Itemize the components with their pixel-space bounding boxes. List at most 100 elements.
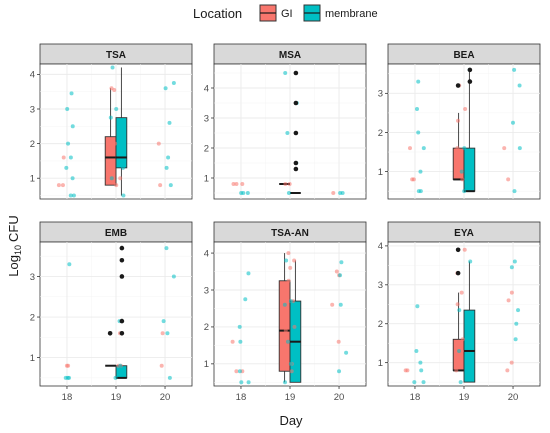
data-point-gi bbox=[61, 155, 66, 160]
data-point-gi bbox=[286, 251, 291, 256]
data-point-gi bbox=[455, 146, 460, 151]
outlier-point bbox=[119, 318, 125, 324]
legend-entry-gi: GI bbox=[259, 4, 293, 22]
data-point-gi bbox=[158, 183, 163, 188]
data-point-gi bbox=[509, 290, 514, 295]
data-point-membrane bbox=[415, 107, 420, 111]
outlier-point bbox=[119, 257, 125, 263]
data-point-gi bbox=[330, 302, 335, 307]
data-point-membrane bbox=[339, 260, 344, 265]
box-iqr bbox=[463, 147, 476, 192]
data-point-membrane bbox=[338, 302, 343, 307]
outlier-point bbox=[293, 100, 299, 106]
data-point-gi bbox=[455, 302, 460, 307]
y-axis-title-subscript: 10 bbox=[13, 245, 23, 255]
data-point-membrane bbox=[167, 120, 172, 125]
data-point-gi bbox=[112, 87, 117, 92]
y-tick-label: 4 bbox=[30, 70, 35, 81]
data-point-gi bbox=[463, 107, 468, 111]
y-axis-title-unit: CFU bbox=[6, 215, 21, 242]
outlier-point bbox=[455, 83, 461, 88]
data-point-membrane bbox=[167, 375, 172, 380]
data-point-membrane bbox=[282, 380, 287, 385]
data-point-membrane bbox=[416, 189, 421, 194]
data-point-gi bbox=[460, 337, 465, 342]
data-point-membrane bbox=[68, 193, 73, 198]
data-point-gi bbox=[60, 183, 65, 188]
data-point-gi bbox=[159, 363, 164, 368]
data-point-membrane bbox=[121, 165, 126, 170]
data-point-membrane bbox=[69, 91, 74, 96]
outlier-point bbox=[293, 130, 299, 136]
data-point-membrane bbox=[288, 299, 293, 304]
y-tick-label: 1 bbox=[378, 167, 383, 178]
panel-title: MSA bbox=[279, 50, 301, 61]
data-point-membrane bbox=[286, 191, 291, 195]
data-point-gi bbox=[288, 265, 293, 270]
x-axis-title: Day bbox=[279, 413, 303, 428]
data-point-gi bbox=[509, 360, 514, 365]
data-point-membrane bbox=[113, 375, 118, 380]
legend-title: Location bbox=[193, 6, 242, 21]
panel-title: TSA bbox=[106, 50, 126, 61]
data-point-membrane bbox=[344, 350, 349, 355]
data-point-membrane bbox=[166, 155, 171, 160]
facet-panels: TSA 1 2 3 4 MSA 1 2 3 4 BEA 1 2 3 EMB 1 2 3 18 19 20 TSA-AN 1 2… bbox=[30, 43, 541, 403]
data-point-membrane bbox=[237, 369, 242, 374]
y-tick-label: 2 bbox=[30, 139, 35, 150]
data-point-membrane bbox=[416, 79, 421, 84]
legend: Location GI membrane bbox=[193, 4, 378, 22]
y-tick-label: 1 bbox=[204, 173, 209, 184]
data-point-membrane bbox=[165, 331, 170, 336]
data-point-membrane bbox=[171, 274, 176, 279]
y-tick-label: 1 bbox=[30, 353, 35, 364]
data-point-membrane bbox=[418, 169, 423, 174]
y-tick-label: 2 bbox=[378, 128, 383, 139]
panel-title: BEA bbox=[453, 50, 474, 61]
data-point-gi bbox=[66, 363, 71, 368]
data-point-membrane bbox=[283, 71, 288, 75]
data-point-membrane bbox=[513, 337, 518, 342]
data-point-gi bbox=[336, 339, 341, 344]
y-tick-label: 1 bbox=[378, 358, 383, 369]
data-point-membrane bbox=[163, 86, 168, 91]
panel-emb: EMB 1 2 3 18 19 20 bbox=[30, 221, 193, 403]
data-point-gi bbox=[454, 368, 459, 373]
data-point-membrane bbox=[510, 120, 515, 125]
outlier-point bbox=[119, 245, 125, 251]
outlier-point bbox=[293, 166, 299, 172]
data-point-gi bbox=[462, 247, 467, 252]
data-point-membrane bbox=[68, 155, 73, 160]
data-point-gi bbox=[114, 183, 119, 188]
data-point-membrane bbox=[416, 130, 421, 135]
legend-label-membrane: membrane bbox=[325, 8, 378, 20]
data-point-membrane bbox=[243, 297, 248, 302]
data-point-membrane bbox=[288, 361, 293, 366]
outlier-point bbox=[455, 270, 461, 276]
outlier-point bbox=[119, 274, 125, 279]
data-point-membrane bbox=[284, 258, 289, 263]
data-point-membrane bbox=[338, 273, 343, 278]
panel-tsa: TSA 1 2 3 4 bbox=[30, 43, 193, 200]
box-membrane bbox=[463, 261, 476, 383]
data-point-membrane bbox=[514, 321, 519, 326]
data-point-gi bbox=[505, 368, 510, 373]
data-point-membrane bbox=[237, 324, 242, 329]
data-point-membrane bbox=[71, 193, 76, 198]
outlier-point bbox=[119, 330, 125, 336]
y-tick-label: 3 bbox=[30, 104, 35, 115]
y-tick-label: 2 bbox=[30, 312, 35, 323]
x-tick-label: 20 bbox=[334, 392, 345, 403]
x-tick-label: 20 bbox=[160, 392, 171, 403]
data-point-membrane bbox=[246, 380, 251, 385]
data-point-membrane bbox=[421, 380, 426, 385]
data-point-membrane bbox=[239, 380, 244, 385]
data-point-gi bbox=[56, 183, 61, 188]
panel-title: EMB bbox=[105, 228, 127, 239]
data-point-gi bbox=[403, 368, 408, 373]
data-point-gi bbox=[459, 290, 464, 295]
legend-entry-membrane: membrane bbox=[303, 4, 378, 22]
y-tick-label: 1 bbox=[204, 359, 209, 370]
data-point-membrane bbox=[462, 189, 467, 194]
